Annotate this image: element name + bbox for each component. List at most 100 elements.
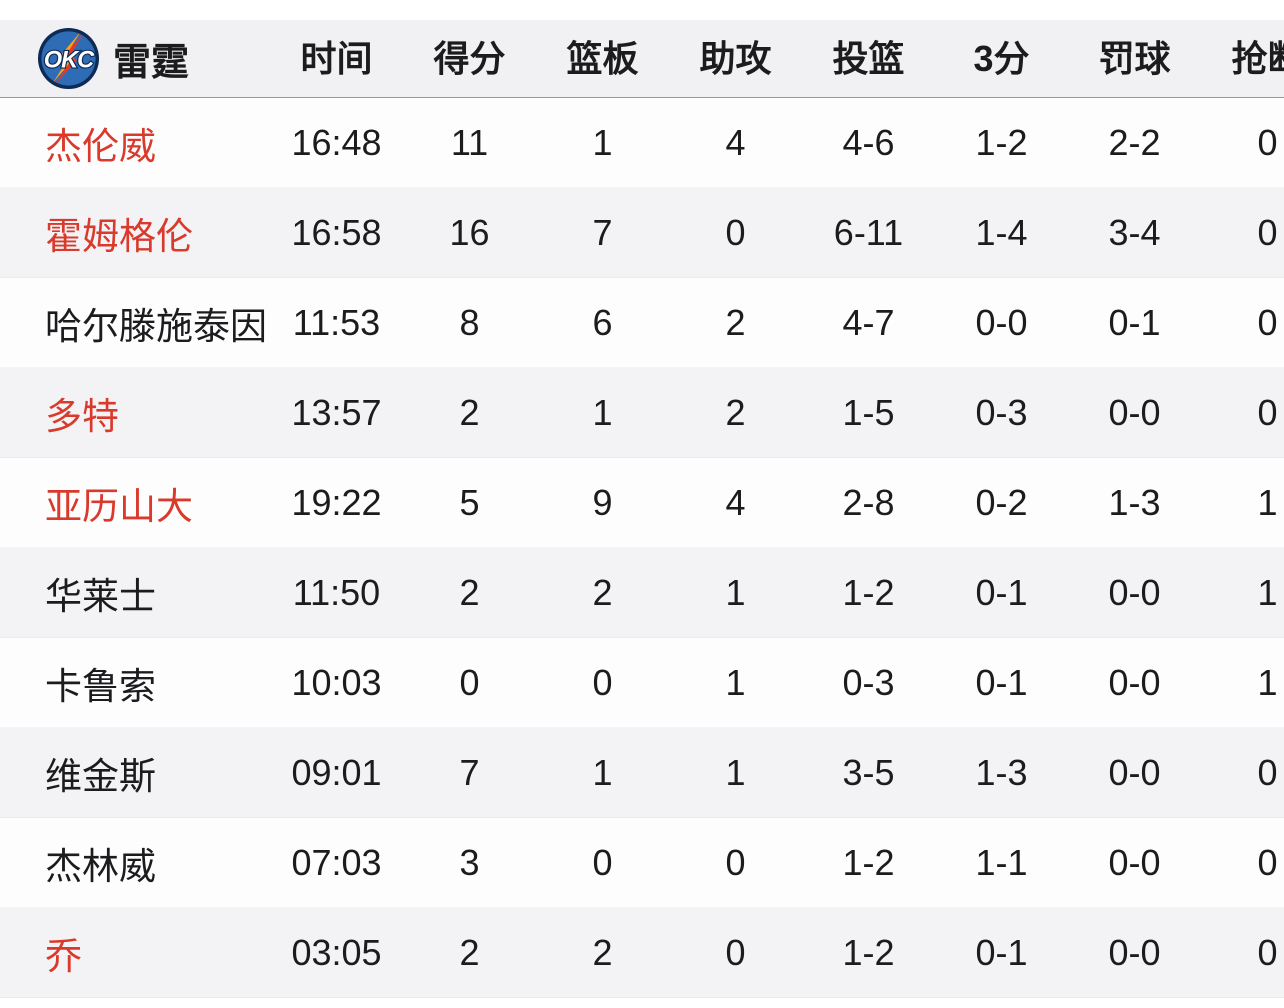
player-row[interactable]: 杰林威 07:03 3 0 0 1-2 1-1 0-0 0: [0, 818, 1284, 908]
stat-three: 1-1: [975, 842, 1028, 883]
player-row[interactable]: 多特 13:57 2 1 2 1-5 0-3 0-0 0: [0, 368, 1284, 458]
col-header-rebounds: 篮板: [566, 37, 639, 79]
stat-three: 0-1: [975, 932, 1028, 973]
stat-points: 7: [459, 752, 480, 793]
col-header-points: 得分: [433, 37, 506, 79]
stat-time: 10:03: [291, 662, 382, 703]
stat-fg: 4-7: [842, 302, 895, 343]
stat-fg: 3-5: [842, 752, 895, 793]
player-row[interactable]: 乔 03:05 2 2 0 1-2 0-1 0-0 0: [0, 908, 1284, 998]
stat-time: 03:05: [291, 932, 382, 973]
stat-fg: 1-2: [842, 572, 895, 613]
table-header: OKC 雷霆 时间 得分 篮板 助攻 投篮 3分 罚球 抢断: [0, 20, 1284, 98]
stat-time: 07:03: [291, 842, 382, 883]
stat-three: 0-1: [975, 572, 1028, 613]
player-name: 维金斯: [45, 756, 156, 797]
player-name: 亚历山大: [45, 486, 193, 527]
stat-fg: 1-5: [842, 392, 895, 433]
stat-rebounds: 0: [592, 842, 613, 883]
stat-ft: 0-0: [1108, 572, 1161, 613]
stat-rebounds: 2: [592, 572, 613, 613]
stat-time: 11:53: [292, 302, 381, 343]
col-header-fg: 投篮: [832, 37, 905, 79]
stat-steals: 1: [1257, 482, 1278, 523]
player-row[interactable]: 哈尔滕施泰因 11:53 8 6 2 4-7 0-0 0-1 0: [0, 278, 1284, 368]
stat-rebounds: 6: [592, 302, 613, 343]
stat-points: 11: [450, 122, 489, 163]
stat-time: 16:48: [291, 122, 382, 163]
stat-ft: 3-4: [1108, 212, 1161, 253]
stat-points: 2: [459, 572, 480, 613]
player-row[interactable]: 杰伦威 16:48 11 1 4 4-6 1-2 2-2 0: [0, 98, 1284, 188]
stat-ft: 2-2: [1108, 122, 1161, 163]
stat-fg: 0-3: [842, 662, 895, 703]
player-row[interactable]: 华莱士 11:50 2 2 1 1-2 0-1 0-0 1: [0, 548, 1284, 638]
stat-rebounds: 1: [592, 122, 613, 163]
stat-points: 3: [459, 842, 480, 883]
stat-time: 09:01: [291, 752, 382, 793]
stat-steals: 0: [1257, 122, 1278, 163]
stat-ft: 0-0: [1108, 662, 1161, 703]
stat-three: 0-2: [975, 482, 1028, 523]
stat-fg: 4-6: [842, 122, 895, 163]
stat-points: 5: [459, 482, 480, 523]
stat-ft: 0-0: [1108, 392, 1161, 433]
stat-rebounds: 0: [592, 662, 613, 703]
stat-ft: 0-0: [1108, 932, 1161, 973]
player-row[interactable]: 霍姆格伦 16:58 16 7 0 6-11 1-4 3-4 0: [0, 188, 1284, 278]
col-header-ft: 罚球: [1098, 37, 1171, 79]
col-header-time: 时间: [300, 37, 373, 79]
stat-steals: 1: [1257, 662, 1278, 703]
stat-steals: 0: [1257, 392, 1278, 433]
stat-assists: 0: [725, 842, 746, 883]
stat-ft: 0-0: [1108, 752, 1161, 793]
stat-assists: 2: [725, 302, 746, 343]
stat-fg: 2-8: [842, 482, 895, 523]
stat-assists: 1: [725, 662, 746, 703]
stat-three: 0-0: [975, 302, 1028, 343]
stat-points: 16: [449, 212, 490, 253]
stat-rebounds: 7: [592, 212, 613, 253]
stat-assists: 0: [725, 932, 746, 973]
stat-fg: 1-2: [842, 932, 895, 973]
stat-time: 13:57: [291, 392, 382, 433]
stat-steals: 0: [1257, 212, 1278, 253]
stat-steals: 0: [1257, 932, 1278, 973]
player-name: 多特: [45, 396, 119, 437]
stat-steals: 0: [1257, 842, 1278, 883]
stat-assists: 0: [725, 212, 746, 253]
stat-ft: 0-1: [1108, 302, 1161, 343]
col-header-steals: 抢断: [1231, 37, 1284, 79]
stat-steals: 1: [1257, 572, 1278, 613]
player-name: 哈尔滕施泰因: [45, 306, 267, 347]
player-row[interactable]: 亚历山大 19:22 5 9 4 2-8 0-2 1-3 1: [0, 458, 1284, 548]
box-score-table: OKC 雷霆 时间 得分 篮板 助攻 投篮 3分 罚球 抢断 杰伦威 16:48…: [0, 20, 1284, 998]
player-row[interactable]: 卡鲁索 10:03 0 0 1 0-3 0-1 0-0 1: [0, 638, 1284, 728]
stat-ft: 0-0: [1108, 842, 1161, 883]
stat-rebounds: 2: [592, 932, 613, 973]
stat-steals: 0: [1257, 302, 1278, 343]
col-header-three: 3分: [973, 37, 1030, 79]
player-name: 华莱士: [45, 576, 156, 617]
stat-assists: 2: [725, 392, 746, 433]
stat-three: 1-3: [975, 752, 1028, 793]
player-row[interactable]: 维金斯 09:01 7 1 1 3-5 1-3 0-0 0: [0, 728, 1284, 818]
stat-rebounds: 9: [592, 482, 613, 523]
stat-fg: 6-11: [833, 212, 904, 253]
stat-assists: 1: [725, 572, 746, 613]
stat-time: 11:50: [292, 572, 381, 613]
stat-rebounds: 1: [592, 392, 613, 433]
stat-ft: 1-3: [1108, 482, 1161, 523]
stat-points: 2: [459, 932, 480, 973]
player-name: 卡鲁索: [45, 666, 156, 707]
stat-three: 0-3: [975, 392, 1028, 433]
stat-three: 1-2: [975, 122, 1028, 163]
stat-assists: 4: [725, 482, 746, 523]
stat-points: 2: [459, 392, 480, 433]
stat-time: 16:58: [291, 212, 382, 253]
stat-time: 19:22: [291, 482, 382, 523]
player-name: 杰伦威: [45, 126, 156, 167]
team-header-cell: OKC 雷霆: [0, 27, 270, 90]
team-name: 雷霆: [113, 42, 190, 84]
